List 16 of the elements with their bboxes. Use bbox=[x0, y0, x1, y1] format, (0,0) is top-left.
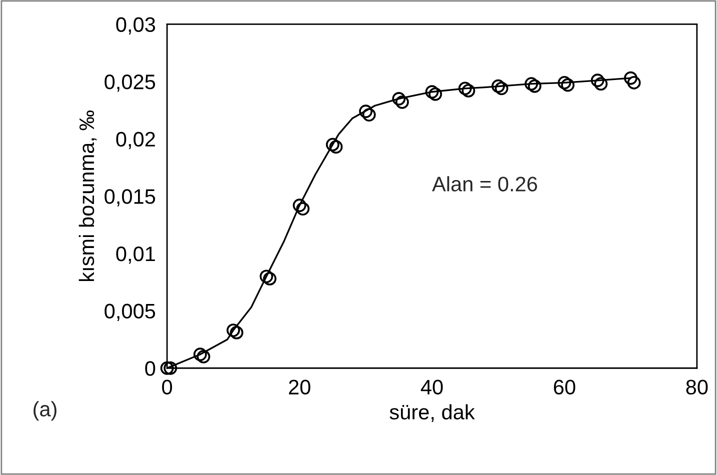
y-axis-title: kısmi bozunma, ‰ bbox=[78, 110, 97, 282]
y-tick-label: 0,03 bbox=[116, 17, 156, 34]
text: (a) bbox=[34, 401, 56, 421]
annotation: Alan = 0.26 bbox=[432, 176, 538, 192]
x-tick-label: 40 bbox=[420, 380, 443, 395]
y-tick-label: 0,005 bbox=[104, 304, 156, 322]
x-tick-label: 0 bbox=[162, 380, 172, 395]
x-axis-title: süre, dak bbox=[390, 404, 475, 422]
x-tick-label: 80 bbox=[686, 380, 708, 395]
y-tick-label: 0,02 bbox=[116, 132, 155, 150]
y-tick-label: 0,015 bbox=[104, 189, 156, 206]
x-tick-label: 20 bbox=[288, 380, 310, 395]
y-tick-label: 0 bbox=[145, 361, 156, 376]
x-tick-label: 60 bbox=[554, 380, 576, 395]
y-tick-label: 0,01 bbox=[116, 246, 155, 264]
y-tick-label: 0,025 bbox=[104, 74, 156, 92]
